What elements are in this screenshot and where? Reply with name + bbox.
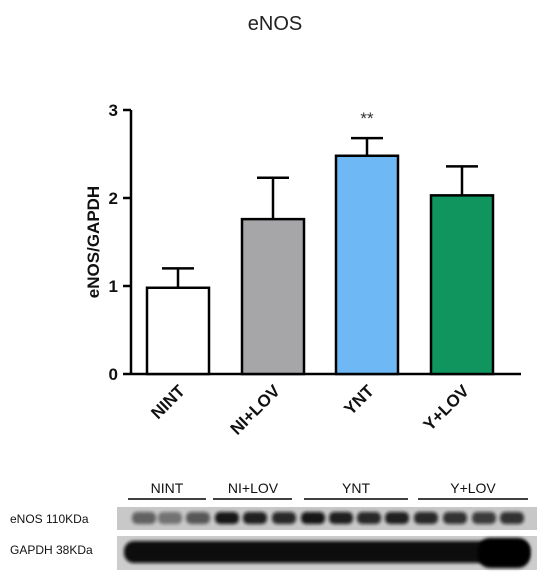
blot-lane-label-ni-lov: NI+LOV [228,480,279,496]
enos-band [215,512,239,524]
x-tick-label-ynt: YNT [340,381,378,419]
y-tick-label-1: 1 [109,277,118,296]
enos-band [472,512,496,524]
western-blot: NINT NI+LOV YNT Y+LOV eNOS 110KDa GAPDH 38K… [10,480,537,570]
x-tick-label-y-lov: Y+LOV [420,381,474,435]
bar-ynt [334,154,400,376]
enos-band [443,512,467,524]
enos-band [414,512,438,524]
enos-band [158,512,182,524]
gapdh-band [478,538,530,568]
enos-band [243,512,267,524]
chart-title: eNOS [248,13,302,35]
enos-band [500,512,524,524]
blot-lane-label-ynt: YNT [342,480,370,496]
enos-bands [132,512,524,524]
enos-band [132,512,156,524]
y-axis-title: eNOS/GAPDH [84,186,103,298]
bars: ** [145,109,495,376]
gapdh-bands [124,538,530,568]
blot-lane-labels: NINT NI+LOV YNT Y+LOV [151,480,497,496]
bar-y-lov [429,194,495,376]
bar-ni-lov [240,217,306,376]
significance-marker-ynt: ** [360,109,374,128]
x-tick-label-nint: NINT [147,381,189,423]
y-tick-label-2: 2 [109,189,118,208]
enos-band [272,512,296,524]
gapdh-band [124,541,530,563]
blot-lane-label-y-lov: Y+LOV [450,480,496,496]
blot-lane-label-nint: NINT [151,480,184,496]
enos-band [329,512,353,524]
x-tick-label-ni-lov: NI+LOV [227,381,285,439]
enos-band [357,512,381,524]
blot-row-label-gapdh: GAPDH 38KDa [10,543,93,557]
x-tick-labels: NINT NI+LOV YNT Y+LOV [147,381,473,439]
y-ticks: 0 1 2 3 [109,101,131,384]
enos-band [385,512,409,524]
enos-band [301,512,325,524]
y-tick-label-3: 3 [109,101,118,120]
blot-row-label-enos: eNOS 110KDa [10,512,89,526]
y-tick-label-0: 0 [109,365,118,384]
bar-nint [145,286,211,376]
enos-band [186,512,210,524]
